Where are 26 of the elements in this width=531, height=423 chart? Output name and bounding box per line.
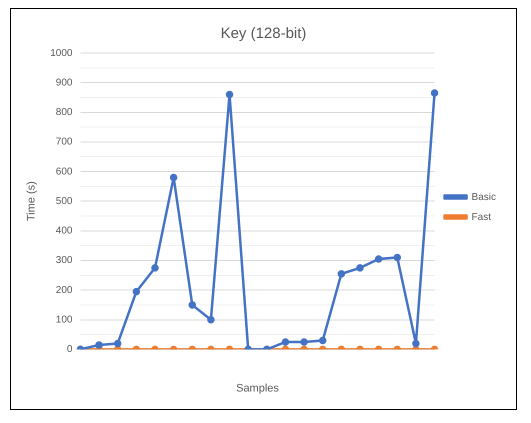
point — [151, 264, 159, 272]
point — [188, 301, 196, 309]
y-tick-label: 400 — [56, 226, 73, 237]
y-tick-label: 800 — [56, 107, 73, 118]
y-tick-label: 900 — [56, 77, 73, 88]
y-tick-label: 1000 — [50, 48, 73, 59]
chart-title: Key (128-bit) — [220, 25, 306, 42]
legend-label: Basic — [472, 192, 496, 203]
y-tick-label: 600 — [56, 166, 73, 178]
y-tick-label: 200 — [56, 284, 73, 296]
y-tick-label: 100 — [56, 314, 73, 326]
y-tick-label: 700 — [56, 136, 73, 148]
y-axis-title: Time (s) — [26, 181, 38, 222]
x-axis-title: Samples — [236, 382, 280, 394]
y-tick-label: 300 — [56, 255, 73, 266]
point — [226, 90, 234, 98]
point — [132, 288, 140, 296]
legend-label: Fast — [472, 212, 492, 223]
y-tick-label: 500 — [56, 196, 73, 207]
point — [338, 270, 346, 278]
point — [374, 255, 382, 263]
point — [356, 264, 364, 272]
point — [430, 89, 438, 97]
y-tick-label: 0 — [66, 344, 73, 356]
point — [394, 254, 402, 262]
point — [170, 174, 178, 182]
